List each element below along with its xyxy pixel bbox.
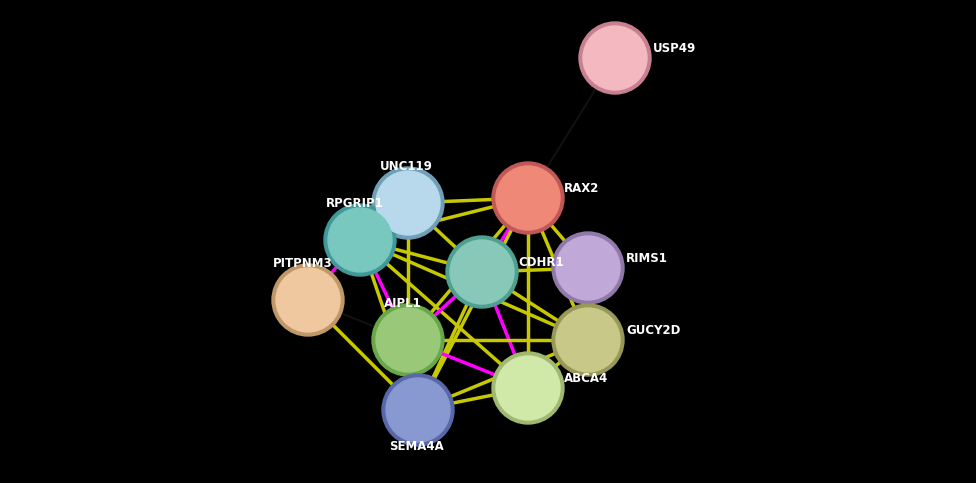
Text: CDHR1: CDHR1 [518,256,563,269]
Circle shape [552,232,624,304]
Text: UNC119: UNC119 [380,160,432,173]
Circle shape [496,356,560,420]
Circle shape [496,166,560,230]
Circle shape [324,204,396,276]
Circle shape [446,236,518,308]
Circle shape [276,268,340,332]
Circle shape [556,308,620,372]
Text: USP49: USP49 [653,42,696,55]
Circle shape [556,236,620,300]
Circle shape [579,22,651,94]
Text: GUCY2D: GUCY2D [626,324,680,337]
Circle shape [583,26,647,90]
Text: RPGRIP1: RPGRIP1 [326,197,384,210]
Circle shape [492,352,564,424]
Circle shape [372,304,444,376]
Circle shape [552,304,624,376]
Text: RAX2: RAX2 [564,182,599,195]
Text: PITPNM3: PITPNM3 [273,257,333,270]
Circle shape [376,171,440,235]
Circle shape [372,167,444,239]
Circle shape [382,374,454,446]
Circle shape [450,240,514,304]
Circle shape [492,162,564,234]
Text: ABCA4: ABCA4 [564,371,608,384]
Text: AIPL1: AIPL1 [385,297,422,310]
Circle shape [386,378,450,442]
Text: RIMS1: RIMS1 [626,252,668,265]
Text: SEMA4A: SEMA4A [388,440,443,453]
Circle shape [376,308,440,372]
Circle shape [272,264,344,336]
Circle shape [328,208,392,272]
